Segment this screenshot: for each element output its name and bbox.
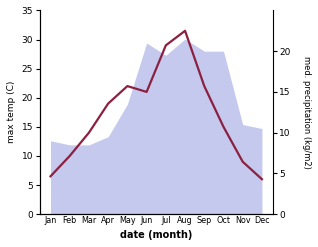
X-axis label: date (month): date (month) bbox=[120, 230, 192, 240]
Y-axis label: max temp (C): max temp (C) bbox=[7, 81, 16, 144]
Y-axis label: med. precipitation (kg/m2): med. precipitation (kg/m2) bbox=[302, 56, 311, 169]
